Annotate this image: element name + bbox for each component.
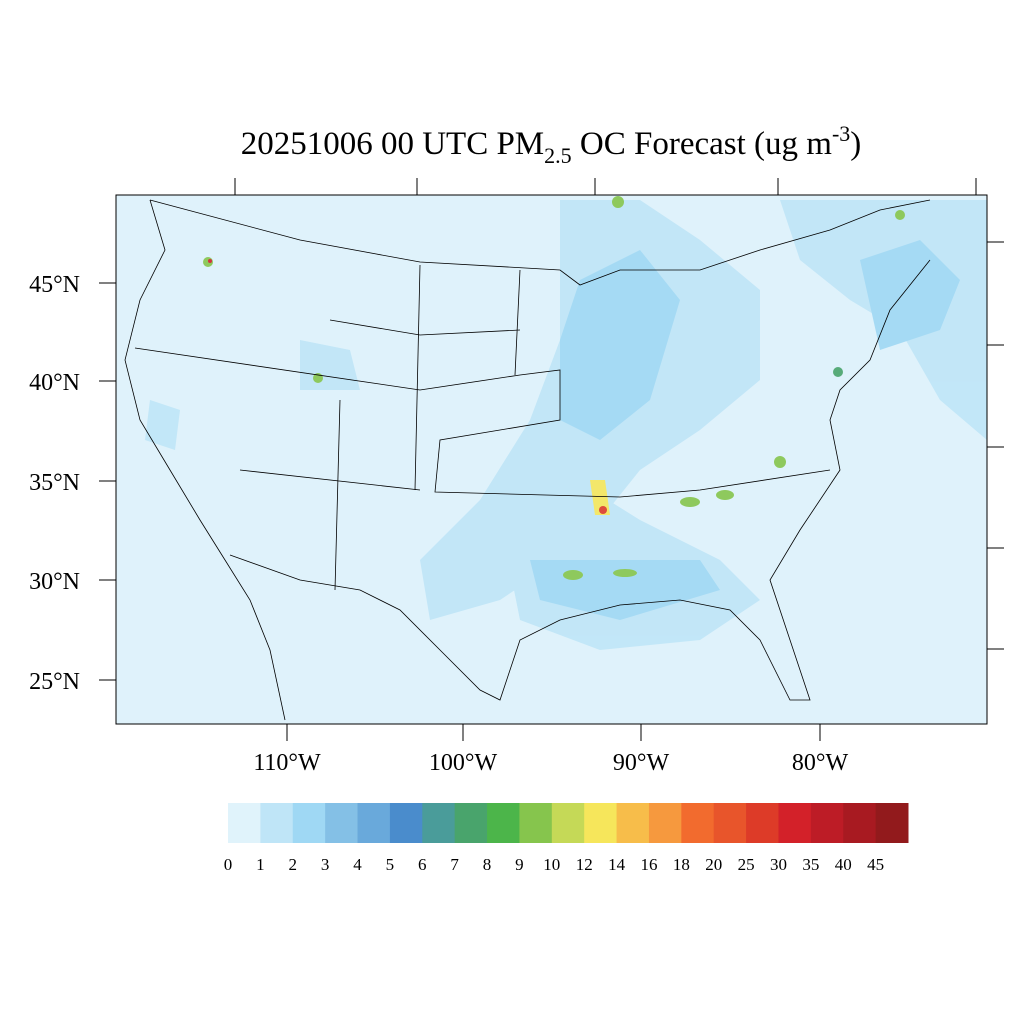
colorbar-swatch: [228, 803, 261, 843]
colorbar-label: 6: [418, 855, 427, 874]
colorbar-label: 1: [256, 855, 265, 874]
colorbar-swatch: [519, 803, 553, 843]
colorbar-swatch: [648, 803, 682, 843]
colorbar-label: 35: [802, 855, 819, 874]
title-subscript: 2.5: [544, 143, 572, 168]
lon-label: 80°W: [792, 750, 849, 776]
colorbar-label: 2: [289, 855, 298, 874]
boundaries: [124, 199, 931, 721]
colorbar-swatch: [810, 803, 844, 843]
colorbar-label: 16: [640, 855, 657, 874]
colorbar-swatch: [746, 803, 779, 843]
colorbar-swatch: [713, 803, 747, 843]
lat-label: 30°N: [29, 569, 80, 595]
colorbar-swatch: [260, 803, 294, 843]
colorbar-swatch: [357, 803, 391, 843]
lat-label: 45°N: [29, 272, 80, 298]
map: [99, 178, 1004, 741]
colorbar-swatch: [875, 803, 909, 843]
colorbar-label: 7: [450, 855, 459, 874]
colorbar-swatch: [584, 803, 618, 843]
colorbar-label: 0: [224, 855, 233, 874]
colorbar-swatch: [292, 803, 326, 843]
colorbar-label: 45: [867, 855, 884, 874]
colorbar-label: 9: [515, 855, 524, 874]
colorbar-swatch: [422, 803, 456, 843]
title-superscript: -3: [832, 121, 850, 146]
colorbar-label: 40: [835, 855, 852, 874]
lon-label: 90°W: [613, 750, 670, 776]
lat-label: 25°N: [29, 669, 80, 695]
colorbar-swatch: [616, 803, 650, 843]
colorbar-label: 12: [576, 855, 593, 874]
colorbar-label: 5: [386, 855, 395, 874]
colorbar-swatch: [778, 803, 812, 843]
colorbar-swatch: [843, 803, 877, 843]
colorbar-label: 30: [770, 855, 787, 874]
colorbar-swatch: [389, 803, 423, 843]
title: 20251006 00 UTC PM2.5 OC Forecast (ug m-…: [241, 121, 862, 168]
lon-label: 100°W: [429, 750, 498, 776]
colorbar-label: 18: [673, 855, 690, 874]
colorbar-label: 25: [738, 855, 755, 874]
colorbar-swatch: [454, 803, 488, 843]
colorbar-label: 3: [321, 855, 330, 874]
title-part: 20251006 00 UTC PM: [241, 126, 544, 162]
map-frame: [115, 194, 988, 725]
concentration-field: [145, 196, 987, 650]
colorbar-label: 10: [543, 855, 560, 874]
lat-label: 40°N: [29, 370, 80, 396]
title-part: OC Forecast (ug m: [572, 126, 833, 162]
colorbar-swatch: [551, 803, 585, 843]
frame-ticks: [99, 178, 1004, 741]
colorbar-swatch: [681, 803, 715, 843]
colorbar-swatch: [487, 803, 520, 843]
colorbar-label: 14: [608, 855, 626, 874]
colorbar-swatch: [325, 803, 359, 843]
lon-label: 110°W: [253, 750, 321, 776]
lat-label: 35°N: [29, 470, 80, 496]
title-part: ): [850, 126, 861, 162]
colorbar-label: 8: [483, 855, 492, 874]
colorbar-label: 4: [353, 855, 362, 874]
colorbar-label: 20: [705, 855, 722, 874]
